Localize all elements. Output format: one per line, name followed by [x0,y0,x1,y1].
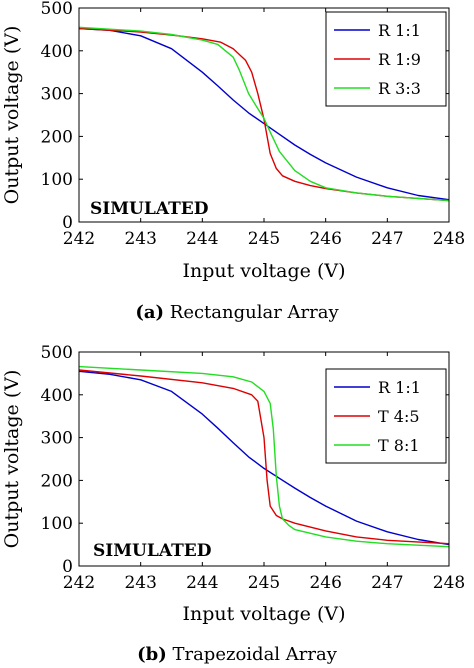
simulated-annotation: SIMULATED [90,199,209,219]
y-axis-label: Output voltage (V) [1,26,23,205]
y-tick-label: 400 [41,386,73,406]
x-tick-label: 246 [309,229,341,249]
x-tick-label: 243 [124,229,156,249]
y-axis-label: Output voltage (V) [1,370,23,549]
x-tick-label: 248 [433,229,465,249]
figure-caption: (b) Trapezoidal Array [137,644,338,665]
y-tick-label: 400 [41,42,73,62]
series-line-r-1-1 [79,370,449,546]
figure-caption: (a) Rectangular Array [135,302,339,323]
caption-letter: (b) [137,644,167,665]
legend-label: R 1:9 [378,50,421,69]
series-line-r-3-3 [79,26,449,202]
series-line-t-4-5 [79,369,449,545]
caption-text: Trapezoidal Array [167,644,338,665]
x-tick-label: 242 [63,229,95,249]
x-axis-label: Input voltage (V) [182,603,345,625]
x-tick-label: 244 [186,229,218,249]
x-tick-label: 248 [433,573,465,593]
legend-label: R 3:3 [378,79,421,98]
y-tick-label: 200 [41,471,73,491]
x-tick-label: 246 [309,573,341,593]
legend: R 1:1 R 1:9 R 3:3 [325,11,447,107]
legend-label: R 1:1 [378,21,421,40]
legend: R 1:1 T 4:5 T 8:1 [325,368,447,464]
x-tick-label: 242 [63,573,95,593]
x-tick-label: 245 [248,573,280,593]
y-tick-label: 0 [62,557,73,577]
y-tick-label: 100 [41,514,73,534]
y-tick-label: 500 [41,0,73,19]
x-tick-label: 243 [124,573,156,593]
chart-panel-1: 242 243 244 245 246 247 248 0 100 200 300 400 500 Inp… [1,0,465,323]
caption-letter: (a) [135,302,164,323]
legend-label: R 1:1 [378,378,421,397]
chart-panel-2: 242 243 244 245 246 247 248 0 100 200 300 400 500 Inp… [1,343,465,665]
y-tick-label: 500 [41,343,73,363]
x-tick-label: 244 [186,573,218,593]
series-line-r-1-1 [79,27,449,201]
y-tick-label: 0 [62,213,73,233]
series-line-t-8-1 [79,365,449,548]
y-tick-label: 100 [41,170,73,190]
y-tick-label: 300 [41,429,73,449]
caption-text: Rectangular Array [164,302,339,323]
simulated-annotation: SIMULATED [93,541,212,561]
x-tick-label: 247 [371,573,403,593]
x-tick-label: 247 [371,229,403,249]
y-tick-label: 200 [41,127,73,147]
legend-label: T 8:1 [378,436,420,455]
legend-label: T 4:5 [378,407,420,426]
x-tick-label: 245 [248,229,280,249]
x-axis-label: Input voltage (V) [182,260,345,282]
y-tick-label: 300 [41,85,73,105]
